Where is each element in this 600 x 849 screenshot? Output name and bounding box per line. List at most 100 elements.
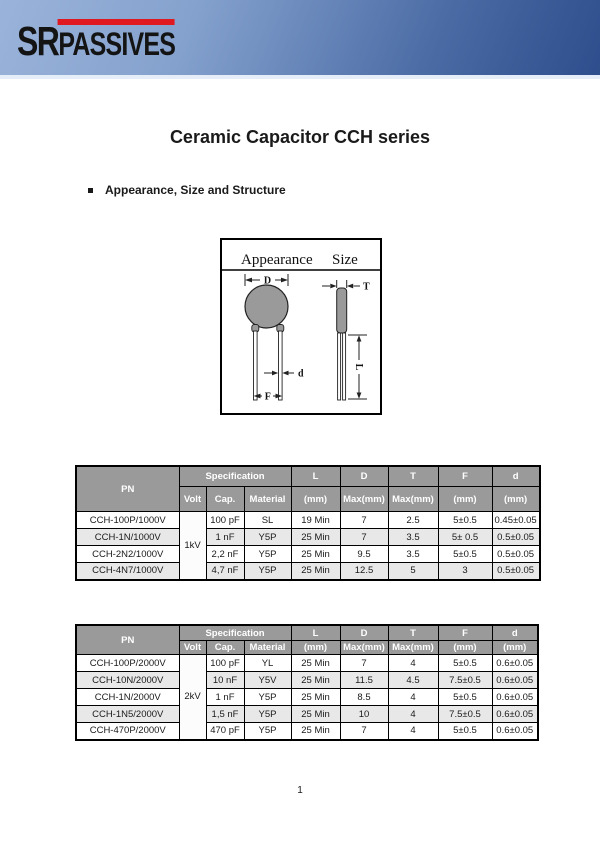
dimension-L (348, 334, 367, 400)
brand-logo: SR PASSIVES (17, 18, 176, 64)
cell-f: 7.5±0.5 (437, 705, 493, 723)
figure-appearance-label: Appearance (241, 252, 313, 268)
cell-d: 8.5 (339, 688, 389, 706)
cell-t: 2.5 (387, 511, 439, 529)
table-row: CCH-1N/1000V 1 nF Y5P 25 Min 7 3.5 5± 0.… (75, 528, 541, 546)
spec-table-2kv: PN Specification L D T F d Volt Cap. Mat… (75, 624, 539, 741)
col-header-T: T (387, 465, 439, 487)
cell-f: 5±0.5 (437, 688, 493, 706)
col-header-D-unit: Max(mm) (339, 486, 389, 512)
col-header-F-unit: (mm) (437, 640, 493, 655)
arrowhead-left-icon (253, 393, 261, 399)
col-header-cap: Cap. (205, 640, 245, 655)
cell-cap: 10 nF (205, 671, 245, 689)
logo-text-sr: SR (17, 18, 60, 64)
cell-dia: 0.5±0.05 (491, 545, 541, 563)
col-header-cap: Cap. (205, 486, 245, 512)
cell-pn: CCH-100P/1000V (75, 511, 180, 529)
cell-t: 4 (387, 688, 439, 706)
dim-label-D: D (264, 276, 271, 287)
cell-f: 5±0.5 (437, 654, 493, 672)
dimension-T (322, 280, 360, 288)
section-heading: Appearance, Size and Structure (88, 183, 286, 197)
cell-pn: CCH-1N5/2000V (75, 705, 180, 723)
disc-body-side (336, 287, 348, 334)
cell-material: Y5P (243, 562, 292, 580)
cell-l: 25 Min (290, 562, 341, 580)
cell-d: 9.5 (339, 545, 389, 563)
cell-dia: 0.5±0.05 (491, 528, 541, 546)
table-row: CCH-100P/1000V 1kV 100 pF SL 19 Min 7 2.… (75, 511, 541, 580)
col-header-specification: Specification (178, 624, 292, 641)
dim-label-L: L (353, 364, 364, 371)
arrowhead-left-icon (245, 277, 252, 283)
cell-pn: CCH-1N/1000V (75, 528, 180, 546)
cell-material: Y5P (243, 688, 292, 706)
lead-wire-left (253, 330, 258, 401)
cell-d: 7 (339, 654, 389, 672)
cell-l: 25 Min (290, 688, 341, 706)
col-header-L-unit: (mm) (290, 486, 341, 512)
cell-material: Y5P (243, 705, 292, 723)
col-header-material: Material (243, 640, 292, 655)
arrowhead-left-icon (282, 370, 289, 376)
col-header-pn: PN (75, 624, 180, 655)
page-title: Ceramic Capacitor CCH series (169, 127, 431, 147)
cell-t: 3.5 (387, 528, 439, 546)
section-heading-label: Appearance, Size and Structure (105, 183, 286, 197)
cell-dia: 0.6±0.05 (491, 705, 539, 723)
logo-text-passives: PASSIVES (58, 26, 176, 62)
cell-l: 25 Min (290, 705, 341, 723)
col-header-dia: d (491, 465, 541, 487)
cell-material: SL (243, 511, 292, 529)
cell-material: YL (243, 654, 292, 672)
cell-cap: 1 nF (205, 688, 245, 706)
cell-f: 7.5±0.5 (437, 671, 493, 689)
cell-pn: CCH-10N/2000V (75, 671, 180, 689)
cell-t: 4 (387, 654, 439, 672)
spec-table-1kv: PN Specification L D T F d Volt Cap. Mat… (75, 465, 541, 581)
cell-f: 5± 0.5 (437, 528, 493, 546)
table-row: CCH-10N/2000V 10 nF Y5V 25 Min 11.5 4.5 … (75, 671, 539, 689)
col-header-T: T (387, 624, 439, 641)
col-header-dia-unit: (mm) (491, 640, 539, 655)
arrowhead-right-icon (330, 283, 337, 289)
cell-f: 5±0.5 (437, 722, 493, 740)
cell-volt-group: 2kV (178, 654, 207, 740)
col-header-L: L (290, 624, 341, 641)
arrowhead-down-icon (356, 392, 362, 399)
figure-size-label: Size (332, 252, 358, 268)
cell-pn: CCH-470P/2000V (75, 722, 180, 740)
cell-material: Y5P (243, 545, 292, 563)
col-header-T-unit: Max(mm) (387, 486, 439, 512)
table-row: CCH-1N5/2000V 1,5 nF Y5P 25 Min 10 4 7.5… (75, 705, 539, 723)
cell-cap: 100 pF (205, 511, 245, 529)
dim-label-F: F (265, 392, 271, 403)
table-row: CCH-1N/2000V 1 nF Y5P 25 Min 8.5 4 5±0.5… (75, 688, 539, 706)
header-banner: SR PASSIVES (0, 0, 600, 79)
cell-pn: CCH-2N2/1000V (75, 545, 180, 563)
col-header-D: D (339, 624, 389, 641)
cell-t: 3.5 (387, 545, 439, 563)
arrowhead-left-icon (346, 283, 354, 289)
arrowhead-right-icon (272, 370, 279, 376)
dim-label-d: d (298, 369, 304, 380)
cell-cap: 2,2 nF (205, 545, 245, 563)
cell-t: 4 (387, 705, 439, 723)
lead-wire-side-2 (342, 332, 347, 401)
col-header-F: F (437, 624, 493, 641)
col-header-F: F (437, 465, 493, 487)
cell-f: 5±0.5 (437, 511, 493, 529)
col-header-volt: Volt (178, 486, 207, 512)
col-header-dia-unit: (mm) (491, 486, 541, 512)
col-header-dia: d (491, 624, 539, 641)
appearance-size-figure: Appearance Size D (220, 238, 382, 420)
cell-t: 4 (387, 722, 439, 740)
col-header-L: L (290, 465, 341, 487)
cell-material: Y5P (243, 722, 292, 740)
cell-d: 11.5 (339, 671, 389, 689)
col-header-material: Material (243, 486, 292, 512)
cell-l: 25 Min (290, 722, 341, 740)
col-header-F-unit: (mm) (437, 486, 493, 512)
